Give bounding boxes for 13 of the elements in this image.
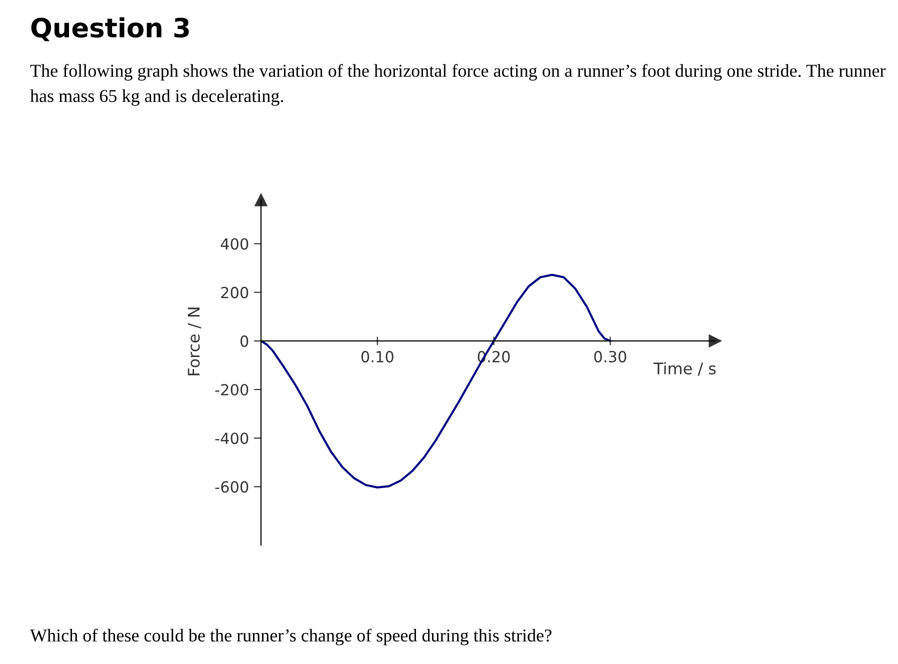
- y-tick-label: -200: [215, 384, 248, 396]
- x-tick-label: 0.30: [594, 350, 626, 362]
- chart-title: Question 3: [31, 17, 189, 42]
- y-tick-label: 400: [220, 238, 248, 250]
- y-tick-label: -400: [215, 432, 248, 444]
- y-axis-title: Force / N: [188, 308, 202, 376]
- y-tick-label: 0: [240, 335, 248, 347]
- text: Which of these could be the runner’s change of speed during this stride?: [30, 628, 552, 646]
- chart-subtitle: The following graph shows the variation of the horizontal force acting on a runner’s foot during one stride. The runner has mass 65 kg and is decelerating.: [30, 64, 886, 106]
- x-tick-label: 0.10: [361, 350, 394, 362]
- y-tick-label: 200: [221, 286, 248, 298]
- x-axis-title: Time / s: [654, 362, 716, 376]
- y-tick-label: -600: [215, 481, 248, 493]
